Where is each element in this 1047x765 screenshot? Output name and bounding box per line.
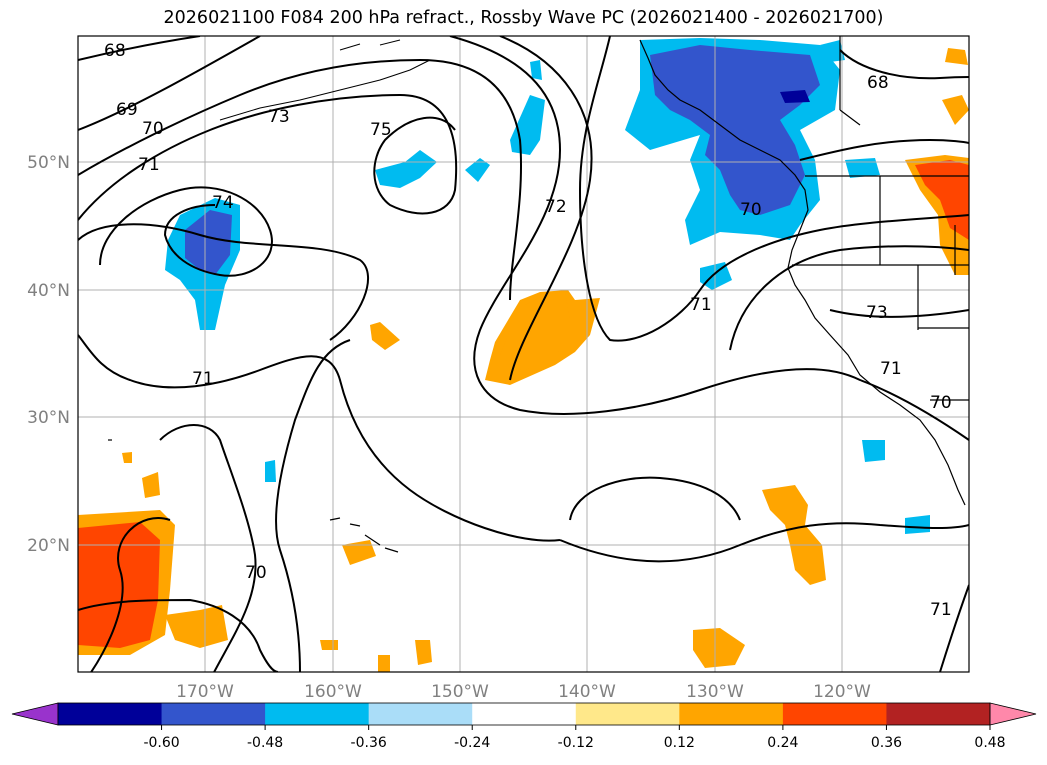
colorbar-frame <box>57 702 991 726</box>
colorbar-tick-label: -0.24 <box>454 735 490 751</box>
longitude-labels: 170°W 160°W 150°W 140°W 130°W 120°W <box>176 682 871 702</box>
contour-label: 70 <box>740 200 762 220</box>
graticule <box>78 36 969 672</box>
colorbar-tick-label: 0.12 <box>664 735 695 751</box>
colorbar-extend-low <box>11 702 59 726</box>
contour-label: 73 <box>268 107 290 127</box>
lat-label-40n: 40°N <box>27 281 70 301</box>
colorbar-segment <box>886 703 991 725</box>
lon-label-170w: 170°W <box>176 682 234 702</box>
colorbar: -0.60 -0.48 -0.36 -0.24 -0.12 0.12 0.24 0.36 0.4… <box>11 702 1037 751</box>
colorbar-tick-label: 0.48 <box>974 735 1005 751</box>
contour-label: 73 <box>866 303 888 323</box>
lon-label-120w: 120°W <box>813 682 871 702</box>
contour-label: 70 <box>142 119 164 139</box>
shaded-anomaly-fields <box>78 38 969 672</box>
contour-label: 75 <box>370 120 392 140</box>
contour-label: 71 <box>930 600 952 620</box>
colorbar-segment <box>782 703 887 725</box>
contour-label: 72 <box>545 197 567 217</box>
colorbar-segment <box>58 703 163 725</box>
contour-label: 71 <box>690 295 712 315</box>
plot-frame <box>77 35 970 673</box>
coastlines <box>108 36 969 553</box>
lon-label-140w: 140°W <box>558 682 616 702</box>
colorbar-segment <box>368 703 473 725</box>
colorbar-tick-label: -0.48 <box>247 735 283 751</box>
contour-label: 71 <box>880 359 902 379</box>
colorbar-segment <box>161 703 266 725</box>
colorbar-tick-label: -0.60 <box>143 735 179 751</box>
contour-label: 71 <box>138 155 160 175</box>
latitude-labels: 50°N 40°N 30°N 20°N <box>27 153 70 556</box>
contour-label: 68 <box>104 41 126 61</box>
contour-label: 74 <box>212 193 234 213</box>
lon-label-150w: 150°W <box>431 682 489 702</box>
colorbar-segment <box>472 703 577 725</box>
contour-label: 69 <box>116 100 138 120</box>
lat-label-20n: 20°N <box>27 536 70 556</box>
lat-label-30n: 30°N <box>27 408 70 428</box>
lon-label-160w: 160°W <box>304 682 362 702</box>
colorbar-tick-label: -0.36 <box>351 735 387 751</box>
contour-labels: 68 69 70 71 73 75 74 72 71 71 70 70 68 7… <box>104 41 952 620</box>
colorbar-tick-label: 0.24 <box>767 735 798 751</box>
contour-label: 70 <box>930 393 952 413</box>
colorbar-tick-label: -0.12 <box>558 735 594 751</box>
contour-label: 68 <box>867 73 889 93</box>
lon-label-130w: 130°W <box>686 682 744 702</box>
contour-label: 70 <box>245 563 267 583</box>
contour-label: 71 <box>192 369 214 389</box>
colorbar-segment <box>265 703 370 725</box>
colorbar-tick-label: 0.36 <box>871 735 902 751</box>
colorbar-extend-high <box>989 702 1037 726</box>
map-title: 2026021100 F084 200 hPa refract., Rossby… <box>163 8 884 28</box>
colorbar-segment <box>575 703 680 725</box>
lat-label-50n: 50°N <box>27 153 70 173</box>
refractivity-contours <box>78 36 969 672</box>
colorbar-segment <box>679 703 784 725</box>
